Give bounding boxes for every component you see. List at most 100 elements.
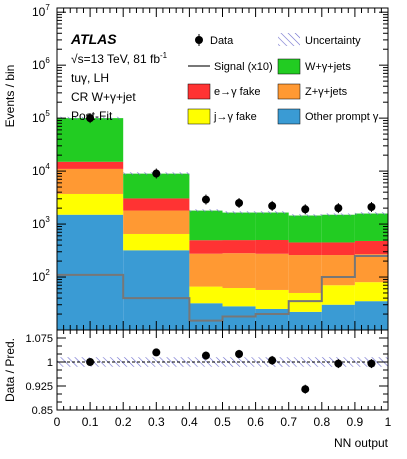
data-point [86,114,95,123]
uncertainty-bin-2 [189,209,223,213]
bar-2-bin-4 [255,253,289,290]
legend-w-gamma-jets-swatch [277,58,301,75]
bar-4-bin-6 [321,214,355,243]
ratio-y-tick-label: 0.85 [32,405,53,417]
bar-0-bin-0 [57,214,124,330]
bar-4-bin-2 [189,210,223,241]
signal-step-line [57,254,388,322]
bar-3-bin-4 [255,240,289,254]
bar-0-bin-5 [288,311,322,330]
bar-3-bin-2 [189,240,223,254]
ratio-points [86,348,376,394]
bar-0-bin-1 [123,250,190,330]
bar-1-bin-0 [57,193,124,215]
legend-label-other-prompt-gamma: Other prompt γ [305,111,379,123]
bar-1-bin-3 [222,288,256,307]
y-tick-label: 106 [32,56,50,72]
bar-1-bin-6 [321,285,355,305]
ratio-point [86,358,95,366]
legend: Data Uncertainty Signal (x10) W+γ+jets e… [187,33,379,125]
ratio-point [235,350,244,358]
bar-1-bin-2 [189,286,223,304]
legend-uncertainty-swatch [278,33,300,46]
bar-2-bin-7 [354,254,388,283]
legend-entry-uncertainty: Uncertainty [278,33,361,47]
bar-1-bin-1 [123,233,190,251]
bar-3-bin-0 [57,161,124,169]
data-point [152,169,161,178]
ratio-point [334,359,343,368]
uncertainty-bin-5 [288,214,322,217]
data-point [268,201,277,210]
bar-2-bin-5 [288,255,322,293]
legend-entry-j-gamma-fake: j→γ fake [187,108,257,125]
legend-entry-signal: Signal (x10) [188,61,273,73]
bar-1-bin-7 [354,282,388,302]
legend-label-signal: Signal (x10) [214,61,273,73]
legend-entry-z-gamma-jets: Z+γ+jets [277,83,348,100]
ratio-y-axis-label: Data / Pred. [3,338,17,402]
bar-2-bin-0 [57,168,124,194]
legend-entry-data: Data [195,34,234,47]
legend-entry-e-gamma-fake: e→γ fake [187,83,260,100]
ratio-point [301,385,310,394]
bar-4-bin-5 [288,215,322,243]
main-plot: 102 103 104 105 106 107 Events / bin ATLAS √s… [3,3,389,331]
bar-0-bin-4 [255,308,289,330]
y-axis-ticks: 102 103 104 105 106 107 [32,3,388,331]
legend-other-prompt-gamma-swatch [277,108,301,125]
legend-label-data: Data [210,35,234,47]
legend-entry-w-gamma-jets: W+γ+jets [277,58,351,75]
bar-2-bin-2 [189,253,223,287]
bar-2-bin-1 [123,210,190,234]
legend-data-marker [195,36,203,44]
bar-3-bin-1 [123,198,190,211]
uncertainty-bin-3 [222,211,256,214]
legend-label-w-gamma-jets: W+γ+jets [305,61,351,73]
x-tick-label: 0.2 [115,415,132,429]
uncertainty-bin-4 [255,211,289,214]
ratio-y-axis-ticks: 0.85 0.925 1 1.075 [25,329,388,417]
ratio-y-tick-label: 0.925 [25,381,53,393]
legend-label-j-gamma-fake: j→γ fake [213,111,257,123]
ratio-y-tick-label: 1 [47,357,53,369]
x-tick-label: 0.9 [347,415,364,429]
ratio-point [201,351,210,360]
y-tick-label: 107 [32,3,50,19]
legend-z-gamma-jets-swatch [277,83,301,100]
bar-3-bin-5 [288,242,322,256]
data-point [301,205,310,214]
energy-label: √s=13 TeV, 81 fb-1 [71,51,168,66]
bar-1-bin-5 [288,292,322,312]
legend-label-e-gamma-fake: e→γ fake [214,86,260,98]
bar-3-bin-6 [321,242,355,256]
x-axis-ticks-main [56,8,389,330]
data-point [201,195,210,204]
channel-label: tuγ, LH [71,71,109,85]
bar-4-bin-3 [222,212,256,241]
bar-3-bin-3 [222,240,256,254]
legend-entry-other-prompt-gamma: Other prompt γ [277,108,379,125]
bar-2-bin-3 [222,253,256,289]
bar-4-bin-4 [255,212,289,241]
data-point [235,198,244,207]
ratio-point [268,356,277,365]
bar-3-bin-7 [354,240,388,255]
legend-label-z-gamma-jets: Z+γ+jets [305,86,348,98]
x-axis-label: NN output [334,436,389,450]
uncertainty-bin-6 [321,213,355,217]
atlas-label: ATLAS [70,31,117,47]
signal-histogram [57,254,388,322]
bar-0-bin-6 [321,304,355,330]
ratio-point [367,359,376,368]
data-point [367,202,376,211]
x-tick-label: 0.4 [181,415,198,429]
bar-2-bin-6 [321,255,355,286]
x-tick-label: 0.8 [313,415,330,429]
x-tick-label: 0 [54,415,61,429]
ratio-point [152,348,161,357]
fit-label: Post-Fit [71,109,113,123]
x-tick-label: 0.7 [280,415,297,429]
